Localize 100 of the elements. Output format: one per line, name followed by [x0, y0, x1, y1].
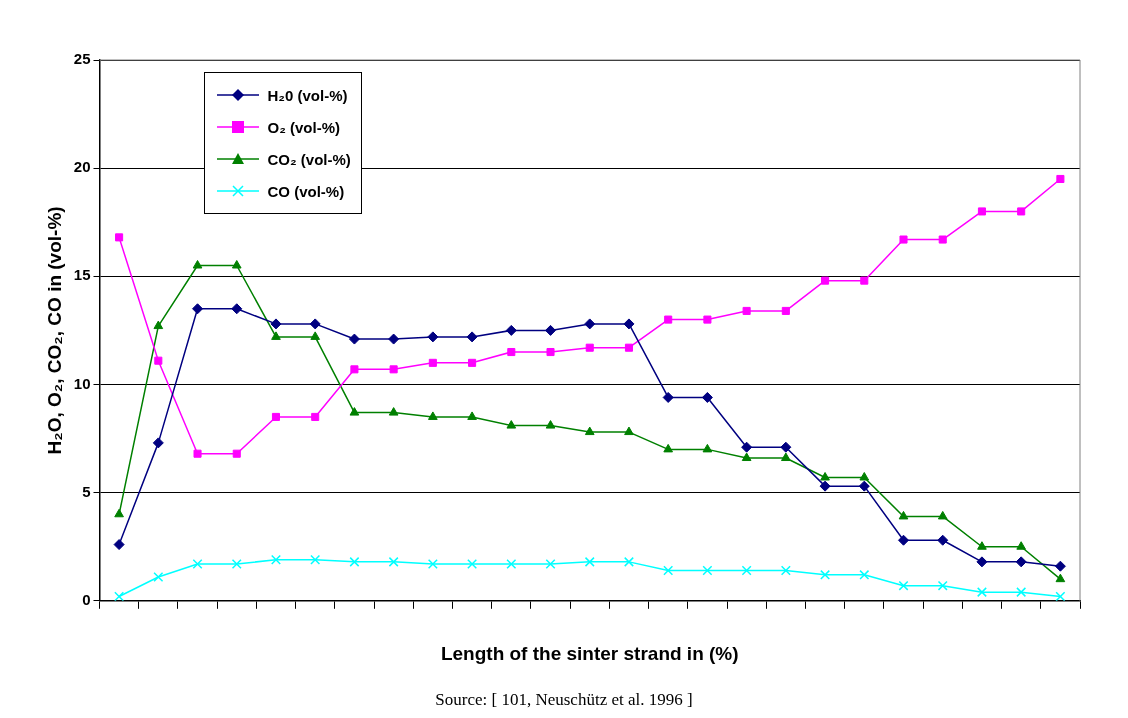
point [741, 565, 752, 576]
point [350, 365, 359, 374]
point [427, 331, 439, 343]
y-tick-label: 20 [73, 158, 91, 176]
point [271, 412, 281, 421]
point [781, 452, 791, 462]
point [231, 260, 242, 269]
point [1055, 573, 1066, 583]
point [702, 443, 713, 453]
point [624, 343, 633, 352]
point [309, 318, 321, 330]
point [152, 437, 164, 449]
y-tick-label: 0 [82, 590, 91, 608]
point [154, 356, 163, 365]
point [937, 510, 948, 520]
source-note: Source: [ 101, Neuschütz et al. 1996 ] [434, 690, 694, 710]
legend-label: O₂ (vol-%) [267, 118, 340, 136]
point [114, 508, 124, 518]
x-axis-title: Length of the sinter strand in (%) [440, 642, 739, 664]
point [858, 480, 870, 492]
point [664, 315, 673, 324]
legend-label: CO₂ (vol-%) [267, 150, 351, 168]
y-tick-label: 10 [73, 374, 91, 392]
legend-label: H₂0 (vol-%) [267, 86, 348, 104]
y-axis-title: H₂O, O₂, CO₂, CO in (vol-%) [43, 206, 65, 455]
point [781, 306, 790, 315]
y-tick-label: 15 [73, 266, 91, 284]
point [232, 449, 241, 458]
point [153, 320, 164, 330]
point [270, 318, 282, 330]
point [702, 565, 713, 576]
point [820, 472, 830, 481]
point [310, 331, 321, 340]
point [663, 443, 674, 453]
point [819, 480, 831, 492]
point [153, 572, 164, 582]
point [976, 556, 988, 568]
point [388, 333, 400, 345]
point [270, 554, 281, 565]
point [1016, 541, 1026, 550]
point [741, 441, 753, 453]
point [192, 303, 204, 315]
point [703, 315, 712, 324]
point [663, 565, 674, 576]
point [898, 580, 909, 591]
point [388, 556, 399, 567]
point [585, 343, 594, 352]
point [115, 233, 124, 242]
point [468, 358, 477, 367]
point [1056, 174, 1065, 184]
point [584, 426, 595, 436]
point [859, 569, 870, 580]
point [428, 411, 438, 420]
point [899, 235, 908, 244]
point [780, 441, 792, 453]
point [820, 569, 831, 580]
point [938, 235, 947, 244]
point [623, 318, 635, 330]
point [348, 333, 360, 345]
point [1016, 587, 1027, 598]
point [506, 420, 517, 429]
y-tick-label: 25 [73, 50, 91, 68]
legend-label: CO (vol-%) [267, 182, 345, 200]
point [780, 565, 791, 576]
point [624, 426, 634, 436]
point [467, 559, 478, 570]
point [192, 559, 203, 570]
point [545, 420, 556, 429]
point [506, 559, 517, 570]
point [389, 365, 398, 374]
y-tick-label: 5 [82, 482, 91, 500]
point [976, 587, 987, 598]
point [1017, 207, 1026, 216]
point [937, 534, 949, 546]
point [545, 324, 557, 336]
point [113, 539, 125, 551]
point [821, 276, 830, 285]
point [701, 391, 713, 403]
point [505, 324, 517, 336]
point [231, 559, 242, 570]
point [428, 358, 437, 367]
point [271, 331, 281, 340]
point [546, 348, 555, 357]
point [662, 391, 674, 403]
point [466, 331, 478, 343]
point [545, 559, 556, 570]
point [977, 541, 987, 550]
point [192, 260, 203, 269]
point [898, 510, 909, 520]
point [860, 276, 869, 285]
point [584, 318, 596, 330]
point [1015, 556, 1027, 568]
point [898, 534, 910, 546]
point [311, 412, 320, 421]
point [977, 207, 986, 216]
point [388, 407, 399, 416]
point [584, 556, 595, 567]
point [937, 580, 948, 591]
point [427, 559, 438, 570]
point [310, 554, 321, 565]
